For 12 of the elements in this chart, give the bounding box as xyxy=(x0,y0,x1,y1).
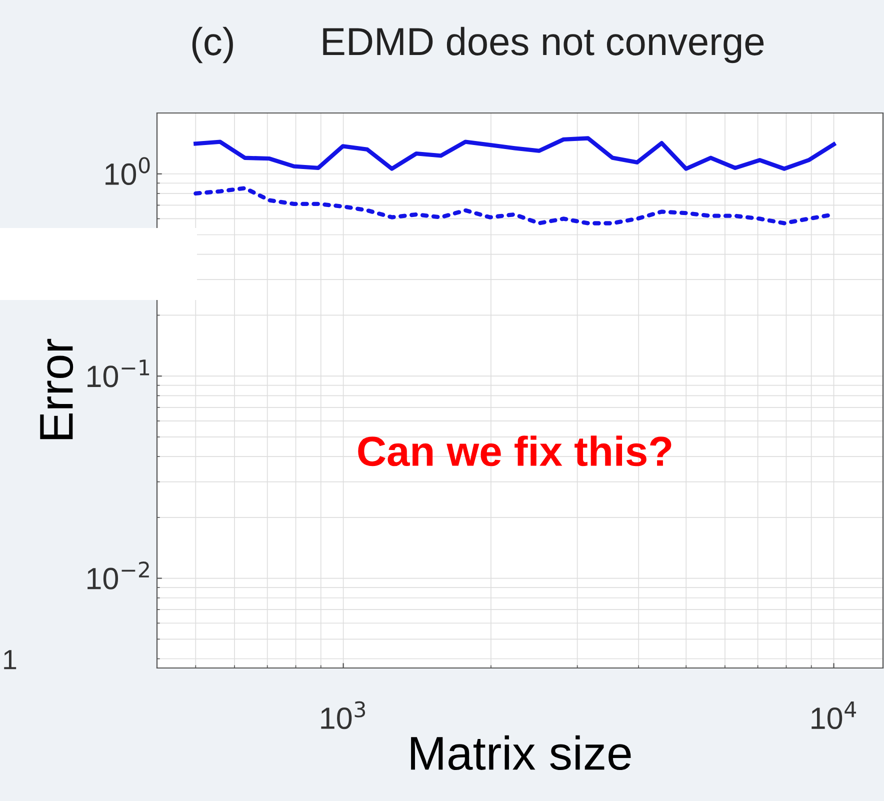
y-tick-label: 10$^{0}$ xyxy=(106,157,150,186)
text: 1 xyxy=(4,650,16,670)
chart-title: EDMD does not converge xyxy=(323,26,764,64)
y-tick-label: 10$^{−2}$ xyxy=(88,562,149,590)
x-tick-label: 10$^{3}$ xyxy=(321,701,366,730)
annotation: Can we fix this? xyxy=(358,436,672,466)
x-tick-label: 10$^{4}$ xyxy=(812,702,856,730)
y-axis-title: Error xyxy=(40,338,74,440)
x-axis-title: Matrix size xyxy=(411,735,631,770)
y-tick-label: 10$^{−1}$ xyxy=(88,360,150,388)
line-series xyxy=(194,136,836,171)
text: (c) xyxy=(192,26,233,64)
